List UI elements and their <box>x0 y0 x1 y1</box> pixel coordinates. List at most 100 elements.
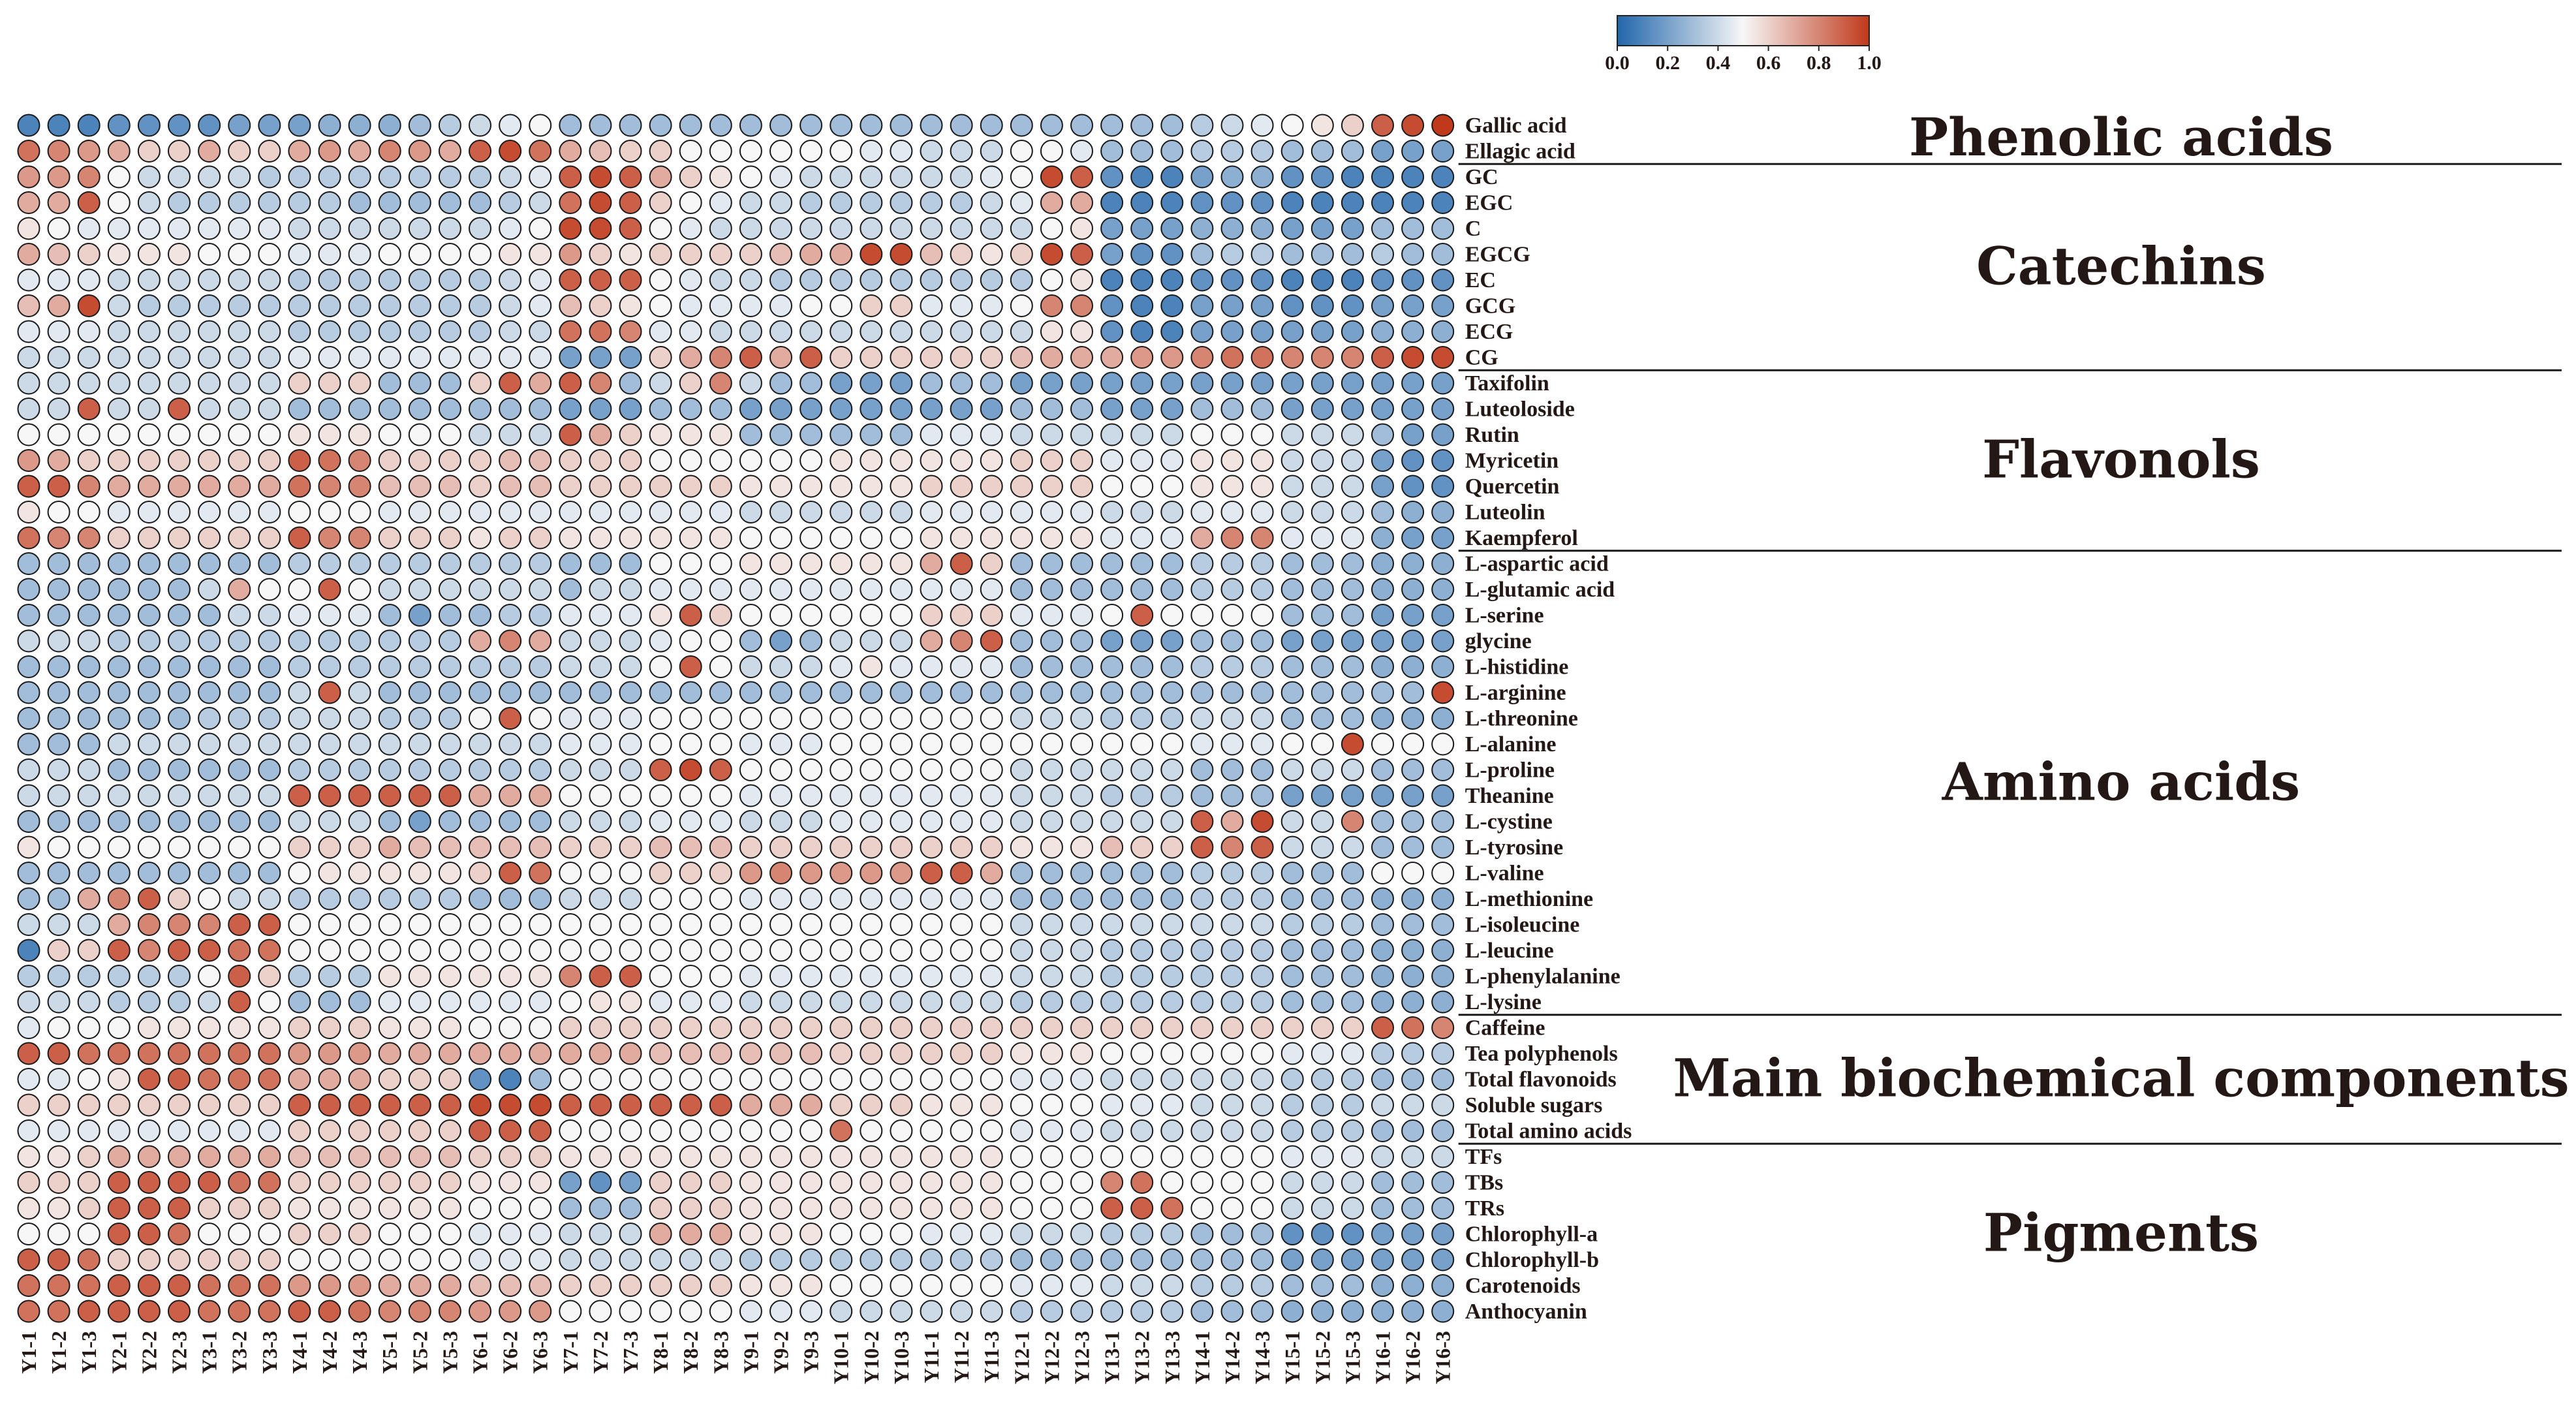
cell-ecg-y6-1 <box>469 320 491 343</box>
cell-theanine-y14-3 <box>1250 784 1274 807</box>
cell-gallic-acid-y2-1 <box>107 114 131 137</box>
cell-gc-y12-1 <box>1010 165 1033 189</box>
cell-gcg-y3-1 <box>198 294 221 317</box>
cell-tbs-y8-3 <box>709 1171 732 1194</box>
cell-carotenoids-y16-2 <box>1401 1274 1425 1297</box>
cell-l-serine-y6-3 <box>529 604 552 627</box>
cell-carotenoids-y6-3 <box>529 1274 552 1297</box>
cell-myricetin-y12-3 <box>1070 449 1093 472</box>
cell-l-aspartic-acid-y4-2 <box>318 552 341 575</box>
cell-kaempferol-y13-1 <box>1100 526 1124 550</box>
cell-luteoloside-y6-3 <box>529 398 552 420</box>
cell-anthocyanin-y9-3 <box>799 1300 823 1323</box>
cell-luteoloside-y12-2 <box>1040 398 1063 420</box>
cell-ellagic-acid-y16-1 <box>1371 140 1394 163</box>
cell-taxifolin-y4-3 <box>348 371 371 395</box>
cell-l-methionine-y2-2 <box>137 887 161 911</box>
cell-tbs-y15-2 <box>1311 1171 1334 1194</box>
cell-l-cystine-y11-1 <box>920 810 943 833</box>
cell-rutin-y4-1 <box>288 423 311 446</box>
cell-egc-y13-1 <box>1100 191 1124 214</box>
cell-soluble-sugars-y5-1 <box>378 1093 401 1117</box>
cell-caffeine-y13-3 <box>1160 1016 1184 1039</box>
cell-l-valine-y8-3 <box>709 862 732 884</box>
cell-l-phenylalanine-y8-1 <box>649 965 672 988</box>
cell-l-methionine-y14-2 <box>1220 887 1244 911</box>
cell-kaempferol-y13-3 <box>1160 526 1184 550</box>
cell-egcg-y6-1 <box>469 243 491 266</box>
col-label-y9-1: Y9-1 <box>739 1331 762 1374</box>
cell-rutin-y9-1 <box>739 423 762 446</box>
cell-l-cystine-y13-3 <box>1160 810 1184 833</box>
cell-l-aspartic-acid-y8-2 <box>679 552 702 575</box>
cell-egcg-y13-1 <box>1100 243 1124 266</box>
cell-l-glutamic-acid-y9-2 <box>769 578 792 601</box>
cell-l-lysine-y8-2 <box>679 990 702 1014</box>
cell-l-aspartic-acid-y13-3 <box>1160 552 1184 575</box>
cell-total-flavonoids-y14-1 <box>1190 1068 1214 1091</box>
cell-rutin-y14-1 <box>1190 423 1214 446</box>
cell-l-valine-y4-1 <box>288 862 311 884</box>
colorbar-tick-label: 0.8 <box>1807 52 1831 74</box>
cell-cg-y3-1 <box>198 346 221 369</box>
cell-carotenoids-y5-2 <box>408 1274 431 1297</box>
cell-anthocyanin-y5-1 <box>378 1300 401 1323</box>
cell-gc-y8-3 <box>709 165 732 189</box>
cell-l-arginine-y4-1 <box>288 681 311 704</box>
cell-l-alanine-y4-2 <box>318 732 341 756</box>
cell-carotenoids-y10-3 <box>890 1274 913 1297</box>
cell-anthocyanin-y12-2 <box>1040 1300 1063 1323</box>
col-label-y9-2: Y9-2 <box>769 1331 793 1374</box>
cell-l-methionine-y10-1 <box>830 887 853 911</box>
cell-tea-polyphenols-y6-3 <box>529 1042 552 1065</box>
cell-l-lysine-y5-1 <box>378 990 401 1014</box>
cell-glycine-y15-2 <box>1311 629 1334 653</box>
cell-gcg-y13-1 <box>1100 294 1124 317</box>
cell-l-proline-y15-2 <box>1311 758 1334 781</box>
cell-soluble-sugars-y9-1 <box>739 1093 762 1117</box>
cell-l-alanine-y8-3 <box>709 732 732 756</box>
cell-ec-y16-1 <box>1371 268 1394 292</box>
cell-l-valine-y9-2 <box>769 862 792 884</box>
cell-quercetin-y16-2 <box>1401 475 1425 498</box>
cell-rutin-y12-1 <box>1010 423 1033 446</box>
cell-ellagic-acid-y5-1 <box>378 140 401 163</box>
cell-l-cystine-y5-1 <box>378 810 401 833</box>
cell-l-tyrosine-y10-1 <box>830 835 853 859</box>
cell-l-cystine-y16-1 <box>1371 810 1394 833</box>
cell-l-lysine-y16-2 <box>1401 990 1425 1014</box>
cell-egc-y12-1 <box>1010 191 1033 214</box>
cell-soluble-sugars-y15-3 <box>1341 1093 1364 1117</box>
cell-taxifolin-y15-2 <box>1311 371 1334 395</box>
cell-ellagic-acid-y13-3 <box>1160 140 1184 163</box>
cell-total-flavonoids-y5-3 <box>438 1068 461 1091</box>
cell-taxifolin-y2-1 <box>107 371 131 395</box>
cell-l-valine-y16-3 <box>1431 862 1455 884</box>
cell-l-threonine-y13-1 <box>1100 707 1124 730</box>
col-label-y14-2: Y14-2 <box>1220 1331 1244 1384</box>
cell-l-lysine-y8-3 <box>709 990 732 1014</box>
cell-rutin-y1-2 <box>47 423 70 446</box>
cell-ellagic-acid-y14-2 <box>1220 140 1244 163</box>
cell-rutin-y3-1 <box>198 423 221 446</box>
cell-tfs-y1-2 <box>47 1145 70 1168</box>
cell-l-valine-y11-2 <box>950 862 973 884</box>
cell-c-y1-3 <box>77 217 101 240</box>
cell-anthocyanin-y14-2 <box>1220 1300 1244 1323</box>
cell-luteolin-y9-3 <box>799 501 823 523</box>
cell-tbs-y16-1 <box>1371 1171 1394 1194</box>
cell-l-serine-y10-2 <box>860 604 883 627</box>
cell-rutin-y5-2 <box>408 423 431 446</box>
cell-theanine-y6-3 <box>529 784 552 807</box>
cell-l-leucine-y15-3 <box>1341 939 1364 962</box>
cell-gallic-acid-y16-1 <box>1371 114 1394 137</box>
cell-l-histidine-y7-2 <box>589 655 612 678</box>
cell-l-cystine-y7-2 <box>589 810 612 833</box>
cell-ellagic-acid-y6-2 <box>499 140 522 163</box>
cell-luteoloside-y13-2 <box>1130 398 1154 420</box>
cell-l-serine-y4-3 <box>348 604 371 627</box>
cell-gcg-y10-3 <box>890 294 913 317</box>
cell-l-proline-y4-2 <box>318 758 341 781</box>
cell-carotenoids-y11-2 <box>950 1274 973 1297</box>
cell-ec-y13-3 <box>1160 268 1184 292</box>
